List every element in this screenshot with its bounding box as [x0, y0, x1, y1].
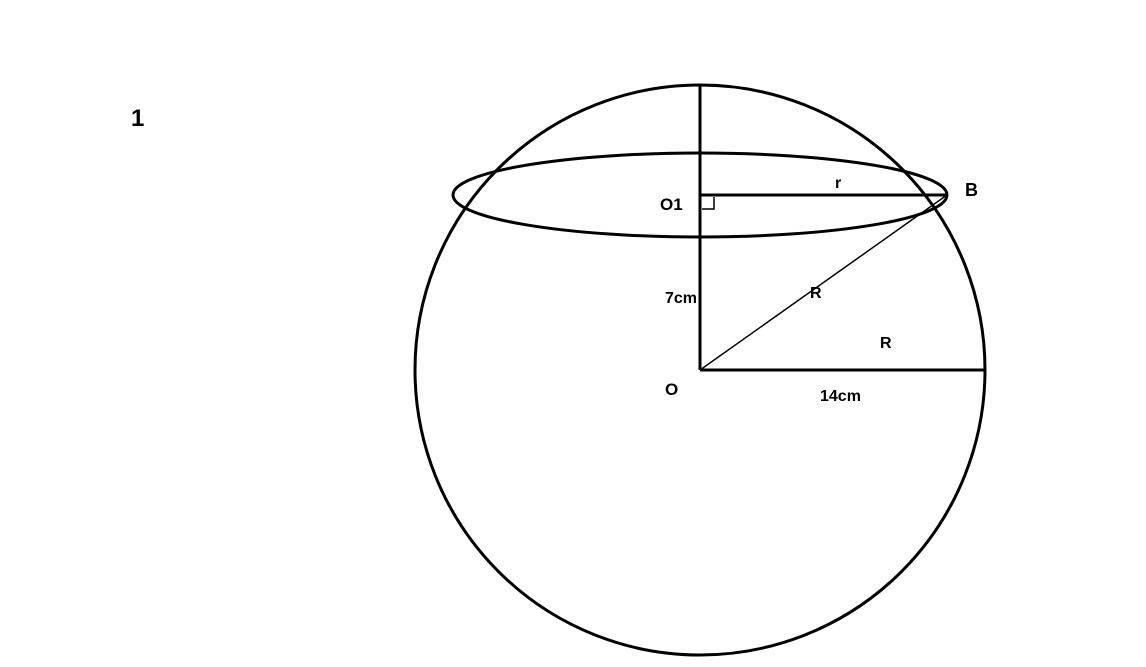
label-o: O — [665, 380, 678, 400]
right-angle-marker — [702, 197, 714, 209]
label-7cm: 7cm — [665, 290, 697, 308]
label-r-upper: R — [810, 285, 822, 303]
label-r-lower: R — [880, 335, 892, 353]
label-14cm: 14cm — [820, 388, 861, 406]
geometry-diagram — [0, 0, 1146, 667]
segment-ob — [700, 195, 947, 370]
label-r: r — [835, 175, 841, 193]
label-b: B — [965, 180, 978, 201]
label-o1: O1 — [660, 195, 683, 215]
page-number: 1 — [131, 105, 144, 133]
